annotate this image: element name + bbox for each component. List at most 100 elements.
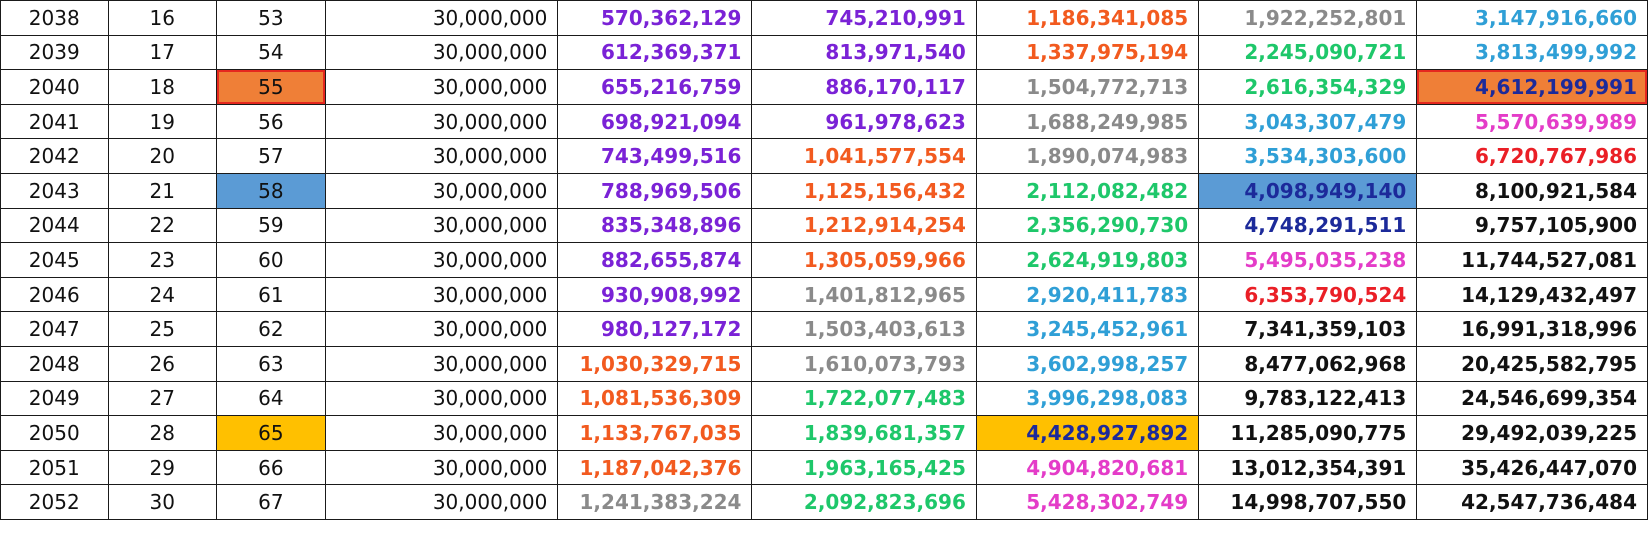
cell-value-1[interactable]: 882,655,874	[557, 242, 753, 278]
cell-value-4[interactable]: 8,477,062,968	[1198, 345, 1418, 382]
cell-value-3[interactable]: 3,602,998,257	[975, 345, 1200, 382]
cell-value-5[interactable]: 9,757,105,900	[1416, 207, 1648, 244]
cell-value-5[interactable]: 16,991,318,996	[1416, 311, 1648, 347]
cell-value-1[interactable]: 1,081,536,309	[557, 380, 753, 417]
cell-base-amount[interactable]: 30,000,000	[324, 380, 559, 417]
cell-value-5[interactable]: 3,813,499,992	[1416, 34, 1648, 71]
cell-value-3[interactable]: 1,337,975,194	[975, 34, 1200, 71]
cell-value-3[interactable]: 2,624,919,803	[975, 242, 1200, 278]
cell-year[interactable]: 2046	[0, 276, 109, 313]
cell-value-4[interactable]: 2,616,354,329	[1198, 69, 1418, 105]
cell-value-4[interactable]: 1,922,252,801	[1198, 0, 1418, 36]
cell-value-2[interactable]: 1,839,681,357	[751, 415, 977, 451]
cell-base-amount[interactable]: 30,000,000	[324, 415, 559, 451]
cell-value-5[interactable]: 3,147,916,660	[1416, 0, 1648, 36]
cell-value-4[interactable]: 6,353,790,524	[1198, 276, 1418, 313]
cell-year[interactable]: 2039	[0, 34, 109, 71]
cell-year[interactable]: 2048	[0, 345, 109, 382]
cell-value-5[interactable]: 8,100,921,584	[1416, 172, 1648, 209]
cell-value-1[interactable]: 655,216,759	[557, 69, 753, 105]
cell-value-2[interactable]: 1,041,577,554	[751, 138, 977, 174]
cell-base-amount[interactable]: 30,000,000	[324, 449, 559, 486]
cell-value-2[interactable]: 1,963,165,425	[751, 449, 977, 486]
cell-base-amount[interactable]: 30,000,000	[324, 0, 559, 36]
cell-base-amount[interactable]: 30,000,000	[324, 311, 559, 347]
cell-value-3[interactable]: 3,996,298,083	[975, 380, 1200, 417]
cell-count[interactable]: 19	[107, 103, 218, 140]
cell-value-4[interactable]: 3,043,307,479	[1198, 103, 1418, 140]
cell-age[interactable]: 63	[216, 345, 326, 382]
cell-count[interactable]: 20	[107, 138, 218, 174]
cell-value-1[interactable]: 930,908,992	[557, 276, 753, 313]
cell-year[interactable]: 2041	[0, 103, 109, 140]
cell-value-5[interactable]: 6,720,767,986	[1416, 138, 1648, 174]
cell-count[interactable]: 17	[107, 34, 218, 71]
cell-count[interactable]: 26	[107, 345, 218, 382]
cell-year[interactable]: 2043	[0, 172, 109, 209]
cell-value-1[interactable]: 980,127,172	[557, 311, 753, 347]
cell-value-2[interactable]: 886,170,117	[751, 69, 977, 105]
cell-year[interactable]: 2042	[0, 138, 109, 174]
cell-age[interactable]: 60	[216, 242, 326, 278]
cell-value-5[interactable]: 4,612,199,991	[1416, 69, 1648, 105]
cell-value-2[interactable]: 1,722,077,483	[751, 380, 977, 417]
cell-count[interactable]: 23	[107, 242, 218, 278]
cell-base-amount[interactable]: 30,000,000	[324, 484, 559, 520]
cell-year[interactable]: 2052	[0, 484, 109, 520]
cell-value-1[interactable]: 1,133,767,035	[557, 415, 753, 451]
cell-value-4[interactable]: 5,495,035,238	[1198, 242, 1418, 278]
cell-age[interactable]: 65	[216, 415, 326, 451]
cell-value-4[interactable]: 2,245,090,721	[1198, 34, 1418, 71]
cell-value-4[interactable]: 3,534,303,600	[1198, 138, 1418, 174]
cell-value-2[interactable]: 961,978,623	[751, 103, 977, 140]
cell-age[interactable]: 61	[216, 276, 326, 313]
cell-count[interactable]: 27	[107, 380, 218, 417]
cell-value-1[interactable]: 788,969,506	[557, 172, 753, 209]
cell-base-amount[interactable]: 30,000,000	[324, 207, 559, 244]
cell-count[interactable]: 30	[107, 484, 218, 520]
cell-value-2[interactable]: 1,305,059,966	[751, 242, 977, 278]
cell-value-4[interactable]: 4,748,291,511	[1198, 207, 1418, 244]
cell-year[interactable]: 2050	[0, 415, 109, 451]
cell-value-5[interactable]: 29,492,039,225	[1416, 415, 1648, 451]
cell-age[interactable]: 54	[216, 34, 326, 71]
cell-value-3[interactable]: 1,186,341,085	[975, 0, 1200, 36]
cell-value-4[interactable]: 7,341,359,103	[1198, 311, 1418, 347]
cell-count[interactable]: 24	[107, 276, 218, 313]
cell-year[interactable]: 2051	[0, 449, 109, 486]
cell-base-amount[interactable]: 30,000,000	[324, 242, 559, 278]
cell-base-amount[interactable]: 30,000,000	[324, 345, 559, 382]
cell-value-1[interactable]: 1,030,329,715	[557, 345, 753, 382]
cell-value-2[interactable]: 1,401,812,965	[751, 276, 977, 313]
cell-value-2[interactable]: 2,092,823,696	[751, 484, 977, 520]
cell-value-2[interactable]: 813,971,540	[751, 34, 977, 71]
cell-value-1[interactable]: 612,369,371	[557, 34, 753, 71]
cell-value-4[interactable]: 9,783,122,413	[1198, 380, 1418, 417]
cell-age[interactable]: 59	[216, 207, 326, 244]
cell-year[interactable]: 2045	[0, 242, 109, 278]
cell-value-4[interactable]: 13,012,354,391	[1198, 449, 1418, 486]
cell-age[interactable]: 67	[216, 484, 326, 520]
cell-value-5[interactable]: 42,547,736,484	[1416, 484, 1648, 520]
cell-value-1[interactable]: 743,499,516	[557, 138, 753, 174]
cell-value-5[interactable]: 5,570,639,989	[1416, 103, 1648, 140]
cell-value-3[interactable]: 4,428,927,892	[975, 415, 1200, 451]
cell-count[interactable]: 25	[107, 311, 218, 347]
cell-value-4[interactable]: 4,098,949,140	[1198, 172, 1418, 209]
cell-age[interactable]: 57	[216, 138, 326, 174]
cell-age[interactable]: 58	[216, 172, 326, 209]
cell-value-5[interactable]: 11,744,527,081	[1416, 242, 1648, 278]
cell-base-amount[interactable]: 30,000,000	[324, 69, 559, 105]
cell-value-5[interactable]: 24,546,699,354	[1416, 380, 1648, 417]
cell-value-3[interactable]: 3,245,452,961	[975, 311, 1200, 347]
cell-value-2[interactable]: 1,610,073,793	[751, 345, 977, 382]
cell-count[interactable]: 16	[107, 0, 218, 36]
cell-base-amount[interactable]: 30,000,000	[324, 34, 559, 71]
cell-base-amount[interactable]: 30,000,000	[324, 138, 559, 174]
cell-count[interactable]: 29	[107, 449, 218, 486]
cell-age[interactable]: 55	[216, 69, 326, 105]
cell-value-1[interactable]: 698,921,094	[557, 103, 753, 140]
cell-value-5[interactable]: 20,425,582,795	[1416, 345, 1648, 382]
cell-count[interactable]: 18	[107, 69, 218, 105]
cell-value-1[interactable]: 835,348,896	[557, 207, 753, 244]
